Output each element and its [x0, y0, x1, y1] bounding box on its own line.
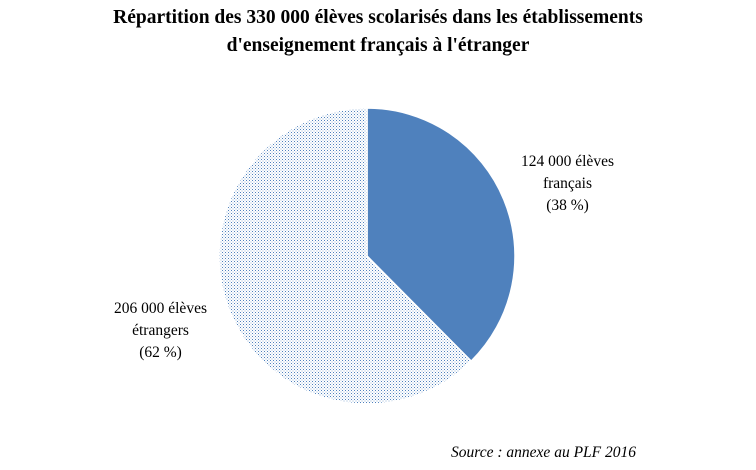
chart-title: Répartition des 330 000 élèves scolarisé…	[0, 4, 756, 60]
slice-label-francais-line-3: (38 %)	[546, 197, 589, 214]
slice-label-etrangers: 206 000 élèves étrangers (62 %)	[88, 298, 233, 364]
slice-label-francais-line-2: français	[542, 175, 593, 192]
pie-slice-etrangers	[218, 107, 473, 405]
pie-slice-francais	[366, 107, 516, 363]
slice-label-francais-line-1: 124 000 élèves	[521, 153, 614, 170]
slice-label-etrangers-line-3: (62 %)	[139, 344, 182, 361]
chart-title-line-1: Répartition des 330 000 élèves scolarisé…	[113, 7, 643, 28]
slice-label-francais: 124 000 élèves français (38 %)	[495, 151, 640, 217]
chart-title-line-2: d'enseignement français à l'étranger	[226, 35, 530, 56]
slice-label-etrangers-line-2: étrangers	[132, 322, 189, 339]
source-note: Source : annexe au PLF 2016	[451, 444, 636, 461]
slice-label-etrangers-line-1: 206 000 élèves	[114, 300, 207, 317]
